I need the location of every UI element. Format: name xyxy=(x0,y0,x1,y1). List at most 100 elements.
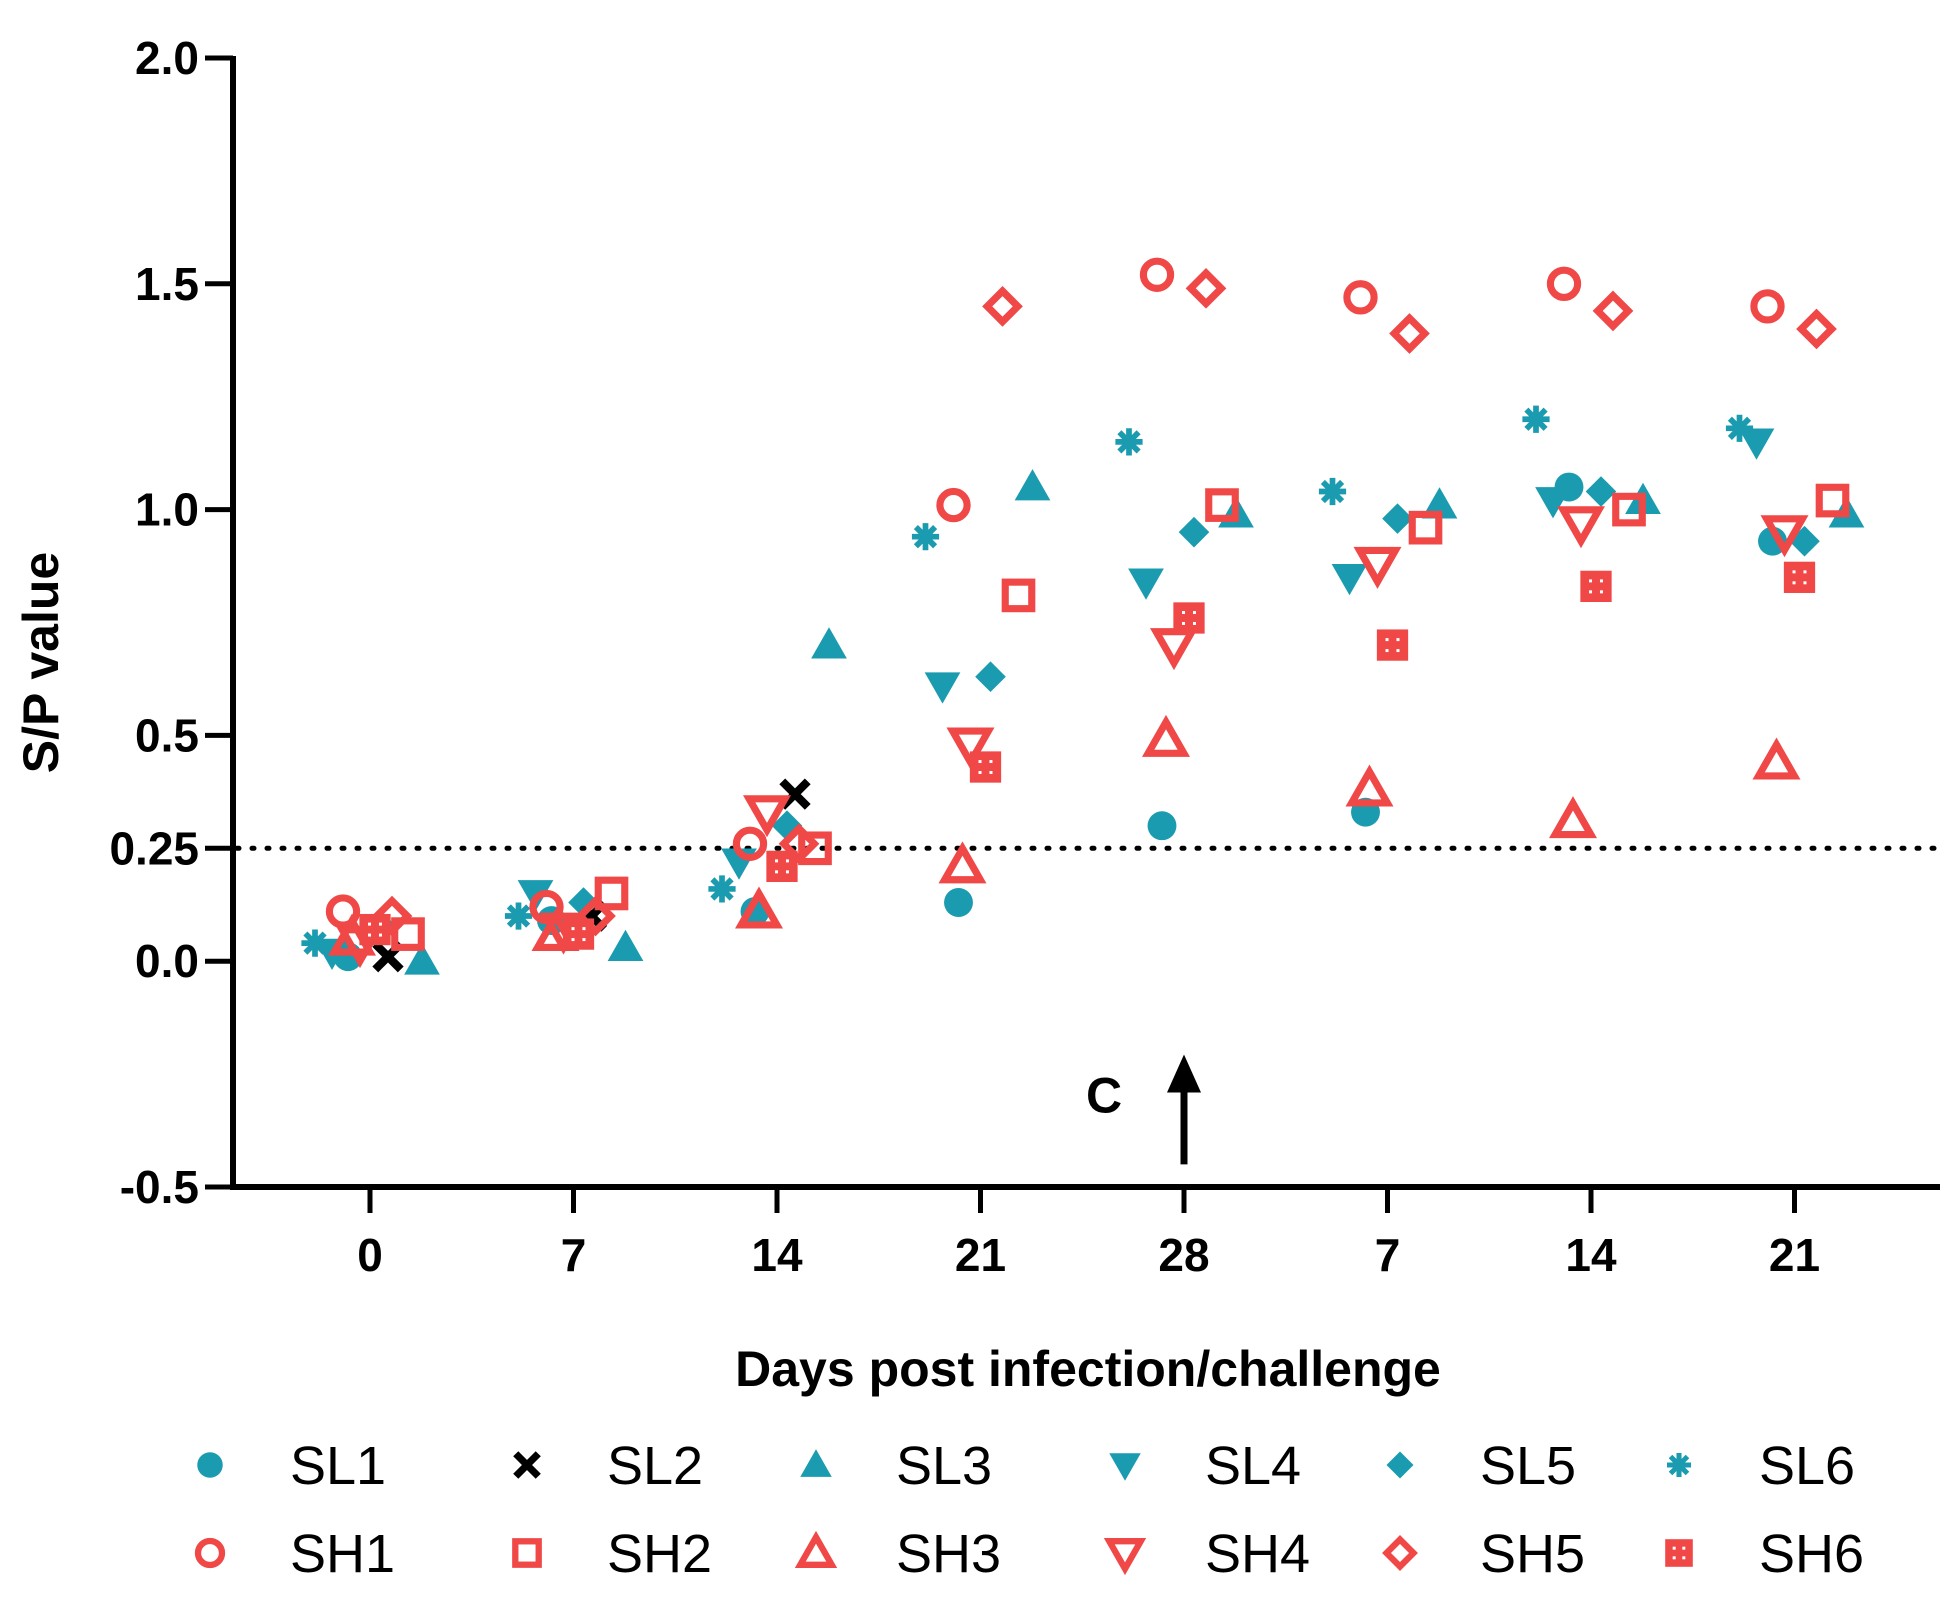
data-point xyxy=(607,929,644,962)
data-point-shape xyxy=(371,895,413,937)
data-point xyxy=(732,826,768,861)
data-point xyxy=(1001,578,1036,613)
data-point-dot xyxy=(775,870,779,874)
data-point-dot xyxy=(989,770,993,774)
data-point-shape xyxy=(1389,313,1430,354)
data-point-dot xyxy=(1589,590,1593,594)
data-point-dot xyxy=(1803,570,1807,574)
series-sl6 xyxy=(301,405,1754,957)
data-point xyxy=(1149,628,1199,671)
data-point-dot xyxy=(378,933,382,937)
data-point-dot xyxy=(368,922,372,926)
data-point-shape xyxy=(1548,796,1598,839)
data-point xyxy=(969,751,1002,783)
data-point-shape xyxy=(1353,546,1402,589)
legend-item-sl2: SL2 xyxy=(513,1436,703,1496)
series-sh1 xyxy=(325,257,1785,929)
data-point-dot xyxy=(1792,581,1796,585)
series-sh4 xyxy=(335,506,1809,969)
data-point-shape xyxy=(1115,428,1143,456)
series-sh5 xyxy=(371,267,1837,937)
data-point xyxy=(1725,414,1754,442)
legend-label: SL4 xyxy=(1205,1436,1301,1496)
y-tick-label: 0.5 xyxy=(135,709,199,761)
data-point-shape xyxy=(1205,488,1239,522)
data-point-shape xyxy=(1382,503,1413,534)
data-point-shape xyxy=(742,795,792,838)
series-sh6 xyxy=(359,561,1816,950)
data-point-shape xyxy=(911,523,940,551)
data-point-shape xyxy=(1556,506,1606,549)
data-point xyxy=(1535,487,1571,519)
data-point xyxy=(936,487,971,523)
legend-item-sl3: SL3 xyxy=(800,1436,992,1496)
data-point-shape xyxy=(1149,628,1199,671)
y-tick-label: 0.25 xyxy=(109,822,199,874)
data-point xyxy=(811,627,847,659)
data-point-shape xyxy=(734,886,784,929)
data-point xyxy=(1389,313,1430,354)
data-point xyxy=(504,902,533,930)
x-axis-title: Days post infection/challenge xyxy=(735,1341,1441,1397)
data-point xyxy=(359,913,391,946)
data-point xyxy=(371,895,413,937)
data-point xyxy=(1592,290,1634,332)
data-point-shape xyxy=(1318,477,1347,506)
legend-item-sh5: SH5 xyxy=(1382,1524,1585,1584)
x-tick-label: 7 xyxy=(561,1229,587,1281)
data-point xyxy=(404,943,440,975)
data-point-shape xyxy=(1725,414,1754,442)
data-point-dot xyxy=(1192,611,1196,615)
data-point-shape xyxy=(936,487,971,523)
legend-marker xyxy=(1386,1451,1414,1479)
data-point-shape xyxy=(594,876,629,911)
data-point-shape xyxy=(1139,257,1175,292)
data-point-shape xyxy=(1815,483,1850,518)
data-point-shape xyxy=(1783,561,1816,593)
legend-marker xyxy=(1382,1535,1418,1571)
data-point xyxy=(734,886,784,929)
data-point-dot xyxy=(582,927,586,931)
data-point-dot xyxy=(571,927,575,931)
data-point-shape xyxy=(1343,280,1378,315)
data-point xyxy=(1408,510,1443,545)
data-point-dot xyxy=(785,859,789,863)
annotation-group: C xyxy=(1086,1054,1201,1165)
x-tick-label: 14 xyxy=(1565,1229,1617,1281)
y-tick-label: -0.5 xyxy=(120,1161,199,1213)
axes: -0.5 0.0 0.25 0.5 1.0 1.5 2.0 0 7 14 21 28 7 14 21 S/P … xyxy=(13,32,1940,1397)
data-point xyxy=(1750,289,1785,324)
x-tick-label: 0 xyxy=(357,1229,383,1281)
data-point-dot xyxy=(1589,579,1593,583)
data-point xyxy=(975,661,1006,692)
arrow-head-icon xyxy=(1167,1054,1201,1093)
data-point xyxy=(1014,469,1051,501)
data-point xyxy=(1522,405,1550,433)
legend-item-sl1: SL1 xyxy=(197,1436,386,1496)
legend-marker xyxy=(194,1537,226,1569)
legend-marker xyxy=(1109,1453,1141,1481)
legend-label: SH3 xyxy=(896,1524,1001,1584)
y-tick-label: 1.5 xyxy=(135,258,199,310)
data-point xyxy=(562,918,595,950)
x-tick-label: 21 xyxy=(955,1229,1006,1281)
data-point-shape xyxy=(1001,578,1036,613)
legend-marker-shape xyxy=(1109,1453,1141,1481)
x-tick-label: 28 xyxy=(1158,1229,1209,1281)
legend-marker xyxy=(794,1530,838,1568)
data-point-dot xyxy=(378,922,382,926)
data-point-shape xyxy=(391,917,425,951)
data-point-dot xyxy=(1803,581,1807,585)
data-point-shape xyxy=(1178,516,1210,548)
data-point xyxy=(575,895,616,937)
legend-item-sh3: SH3 xyxy=(794,1524,1001,1584)
data-point-shape xyxy=(504,902,533,930)
data-points xyxy=(301,257,1865,975)
data-point-shape xyxy=(1535,487,1571,519)
legend-marker xyxy=(512,1538,542,1568)
data-point xyxy=(924,672,961,704)
data-point xyxy=(1382,503,1413,534)
data-point-shape xyxy=(1546,266,1582,301)
data-point xyxy=(1796,308,1837,350)
